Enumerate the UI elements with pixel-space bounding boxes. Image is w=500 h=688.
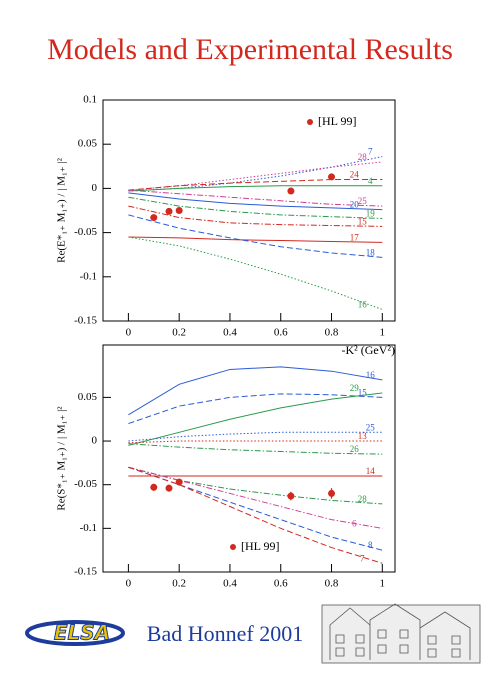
model-curve — [128, 466, 383, 564]
curve-label: 25 — [358, 196, 368, 206]
curve-label: 19 — [366, 209, 376, 219]
curve-label: 18 — [366, 247, 376, 257]
curve-label: 4 — [368, 176, 373, 186]
sketch-roofs — [329, 603, 471, 660]
x-tick-label: 0.4 — [223, 327, 237, 339]
model-curve — [128, 192, 383, 211]
curve-label: 15 — [358, 216, 368, 226]
model-curve — [128, 161, 383, 191]
curve-label: 14 — [366, 466, 376, 476]
chart: -0.15 -0.1 -0.05 0 0.05 0.1 0 0.2 0.4 0.6 0.8 1 -K² … — [56, 94, 396, 357]
logo: ELSA — [25, 620, 125, 646]
data-point — [287, 492, 295, 500]
building-sketch — [321, 603, 481, 664]
y-axis-label: Re(E*₁₊ M₁₊) / | M₁₊ |² — [56, 157, 68, 262]
model-curve — [128, 466, 383, 529]
data-point — [150, 483, 158, 491]
legend-label: [HL 99] — [241, 539, 280, 553]
curve-label: 6 — [352, 518, 357, 528]
model-curve — [128, 443, 383, 455]
logo-text: ELSA — [54, 621, 110, 645]
data-point — [175, 207, 183, 214]
logo-ring — [25, 620, 125, 646]
legend-marker — [307, 119, 313, 125]
data-point — [150, 214, 158, 222]
slide-title: Models and Experimental Results — [47, 33, 453, 66]
data-point — [287, 187, 295, 195]
curve-label: 28 — [358, 494, 368, 504]
sketch-frame — [321, 604, 481, 664]
plot-frame — [102, 344, 396, 573]
x-tick-label: 0 — [126, 327, 132, 339]
y-tick-label: 0 — [92, 435, 98, 447]
curve-label: 17 — [350, 232, 360, 242]
curve-label: 26 — [350, 444, 360, 454]
model-curve — [128, 236, 383, 243]
model-curve — [128, 185, 383, 192]
y-tick-label: 0.1 — [83, 94, 97, 106]
data-point — [165, 484, 173, 492]
x-tick-label: 1 — [380, 578, 386, 590]
data-point — [328, 489, 336, 497]
x-tick-label: 0 — [126, 578, 132, 590]
x-tick-label: 0.6 — [274, 578, 288, 590]
y-tick-label: -0.15 — [74, 315, 97, 327]
x-tick-label: 1 — [380, 327, 386, 339]
legend-label: [HL 99] — [318, 114, 357, 128]
model-curve — [128, 392, 383, 446]
x-tick-label: 0.8 — [325, 327, 339, 339]
data-point — [328, 173, 336, 181]
x-tick-label: 0.6 — [274, 327, 288, 339]
legend-marker — [230, 544, 236, 550]
y-axis-label: Re(S*₁₊ M₁₊) / | M₁₊ |² — [56, 406, 68, 511]
y-tick-label: -0.15 — [74, 566, 97, 578]
model-curve — [128, 179, 383, 191]
curve-label: 25 — [366, 422, 376, 432]
chart: -0.15 -0.1 -0.05 0 0.05 0 0.2 0.4 0.6 0.8 1 Re(S*₁₊… — [56, 344, 396, 590]
model-curve — [128, 205, 383, 227]
y-tick-label: -0.05 — [74, 226, 97, 238]
curve-label: 16 — [366, 370, 376, 380]
curve-label: 15 — [358, 387, 368, 397]
footer-text: Bad Honnef 2001 — [147, 621, 303, 646]
data-point — [175, 478, 183, 486]
model-curve — [128, 366, 383, 416]
curve-label: 24 — [350, 170, 360, 180]
x-tick-label: 0.4 — [223, 578, 237, 590]
x-tick-label: 0.8 — [325, 578, 339, 590]
y-tick-label: -0.05 — [74, 478, 97, 490]
curve-label: 7 — [368, 147, 373, 157]
y-tick-label: -0.1 — [80, 522, 97, 534]
curve-label: 20 — [350, 200, 360, 210]
y-tick-label: 0.05 — [78, 391, 98, 403]
y-tick-label: -0.1 — [80, 270, 97, 282]
model-curve — [128, 393, 383, 425]
x-axis-label: -K² (GeV²) — [341, 343, 395, 357]
sketch-windows — [335, 629, 461, 658]
model-curve — [128, 236, 383, 310]
y-tick-label: 0 — [92, 182, 98, 194]
model-curve — [128, 431, 383, 442]
model-curve — [128, 440, 383, 444]
curve-label: 28 — [358, 152, 368, 162]
curve-label: 13 — [358, 431, 368, 441]
x-tick-label: 0.2 — [172, 578, 186, 590]
curve-label: 8 — [368, 540, 373, 550]
curve-label: 29 — [350, 383, 360, 393]
y-tick-label: 0.05 — [78, 138, 98, 150]
data-point — [165, 207, 173, 215]
curve-label: 7 — [360, 553, 365, 563]
x-tick-label: 0.2 — [172, 327, 186, 339]
curve-label: 16 — [358, 300, 368, 310]
model-curve — [128, 189, 383, 207]
model-curve — [128, 214, 383, 258]
model-curve — [128, 196, 383, 219]
plot-frame — [102, 99, 396, 322]
